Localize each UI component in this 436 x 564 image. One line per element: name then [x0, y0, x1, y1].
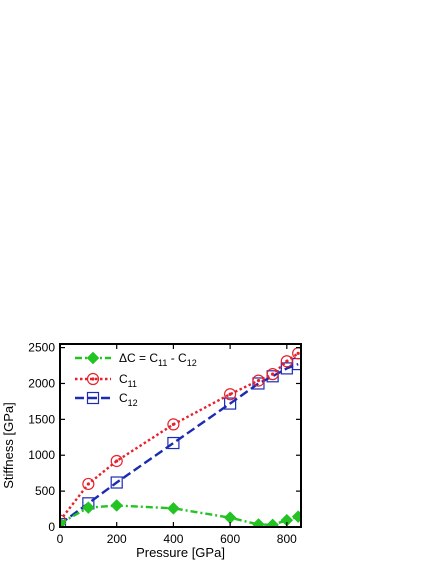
legend-swatch-marker — [86, 351, 100, 365]
legend-label: C12 — [119, 391, 138, 408]
data-point — [167, 436, 180, 450]
legend-entry: ΔC = C11 - C12 — [75, 351, 197, 368]
y-tick-label: 500 — [35, 484, 55, 498]
data-point — [266, 518, 280, 527]
data-point — [291, 510, 301, 523]
data-point — [110, 454, 123, 468]
y-tick-label: 2500 — [28, 341, 55, 355]
data-point — [266, 368, 279, 381]
legend-entry: C12 — [75, 391, 138, 408]
data-point — [167, 501, 180, 515]
legend: ΔC = C11 - C12 C11 C12 — [75, 351, 197, 408]
legend-label: ΔC = C11 - C12 — [119, 351, 197, 368]
data-point — [224, 388, 237, 401]
data-point — [110, 476, 123, 489]
y-tick-label: 1500 — [28, 412, 55, 426]
data-point — [252, 518, 265, 527]
data-point — [292, 347, 301, 360]
legend-swatch-marker — [86, 372, 100, 386]
data-point — [167, 418, 180, 431]
data-point — [252, 377, 265, 390]
y-tick-label: 1000 — [28, 448, 55, 462]
data-point — [60, 517, 67, 527]
plot-frame — [59, 343, 302, 528]
data-point — [252, 374, 265, 387]
data-point — [280, 355, 293, 368]
x-tick-label: 600 — [220, 532, 240, 546]
data-point — [223, 511, 237, 525]
legend-label: C11 — [119, 372, 137, 389]
series-line — [60, 362, 299, 526]
x-axis-title: Pressure [GPa] — [136, 545, 225, 560]
ticks-layer: 0 200 400 600 800 0 500 1000 1500 2000 2500 — [28, 341, 301, 546]
data-point — [81, 501, 95, 514]
series-layer — [60, 347, 301, 527]
x-tick-label: 200 — [107, 532, 127, 546]
y-tick-label: 0 — [48, 520, 55, 534]
data-point — [110, 499, 124, 512]
series-0 — [60, 499, 301, 527]
y-axis-title: Stiffness [GPa] — [1, 402, 16, 488]
legend-entry: C11 — [75, 372, 137, 389]
data-point — [82, 477, 95, 491]
data-point — [224, 397, 237, 410]
x-tick-label: 400 — [163, 532, 183, 546]
legend-swatch-marker — [86, 391, 100, 405]
x-tick-label: 0 — [57, 532, 64, 546]
y-tick-label: 2000 — [28, 376, 55, 390]
x-tick-label: 800 — [277, 532, 297, 546]
